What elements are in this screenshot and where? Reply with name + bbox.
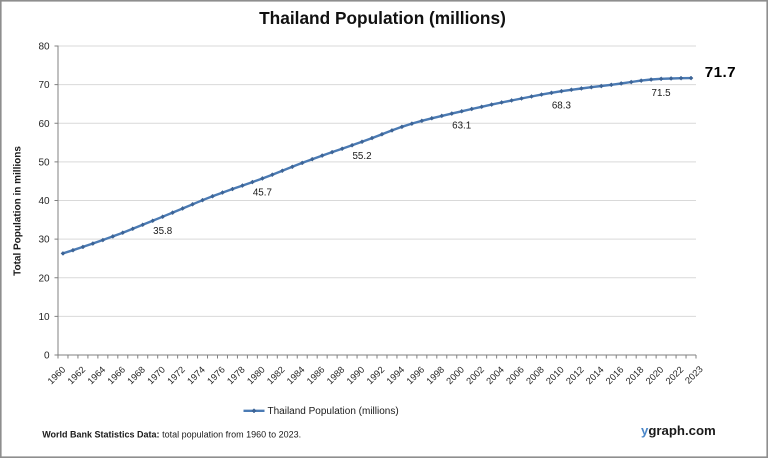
svg-text:Total Population in millions: Total Population in millions [13,146,24,276]
svg-text:Thailand Population (millions): Thailand Population (millions) [259,8,506,28]
svg-text:40: 40 [38,196,50,207]
svg-text:35.8: 35.8 [153,226,173,237]
svg-text:70: 70 [38,80,50,91]
svg-text:55.2: 55.2 [352,151,371,162]
svg-text:63.1: 63.1 [452,120,471,131]
svg-text:30: 30 [38,235,50,246]
svg-text:ygraph.com: ygraph.com [641,423,716,438]
svg-text:71.5: 71.5 [652,88,672,99]
svg-text:45.7: 45.7 [253,188,272,199]
svg-text:World Bank Statistics Data: to: World Bank Statistics Data: total popula… [42,430,301,440]
svg-text:68.3: 68.3 [552,100,572,111]
svg-text:0: 0 [44,351,50,362]
svg-text:60: 60 [38,119,50,130]
svg-text:10: 10 [38,312,50,323]
svg-text:Thailand Population (millions): Thailand Population (millions) [268,406,399,417]
svg-text:20: 20 [38,273,50,284]
svg-text:50: 50 [38,158,50,169]
svg-text:80: 80 [38,42,50,53]
svg-text:71.7: 71.7 [705,64,736,81]
